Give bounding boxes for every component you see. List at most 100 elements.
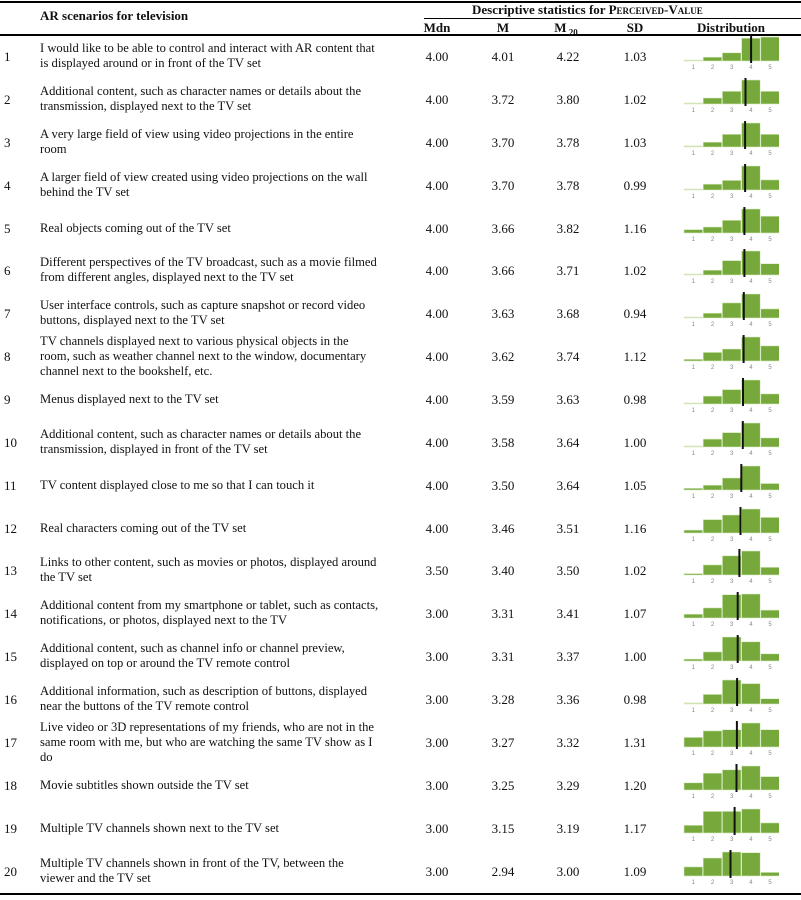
scenario-text: Real characters coming out of the TV set: [40, 520, 247, 535]
row-number: 3: [4, 135, 11, 150]
histogram-tick-label: 4: [749, 837, 753, 843]
histogram-tick-label: 5: [768, 537, 772, 543]
histogram-tick-label: 4: [749, 408, 753, 414]
histogram-bar-3: [722, 514, 742, 534]
histogram-tick-label: 3: [730, 622, 734, 628]
row-number: 4: [4, 178, 11, 193]
mean-marker-line: [739, 507, 742, 535]
histogram-tick-label: 5: [768, 708, 772, 714]
histogram-tick-label: 3: [730, 151, 734, 157]
histogram-tick-label: 1: [692, 794, 696, 800]
stat-m20: 3.63: [556, 392, 580, 407]
col-header-m20-label: M: [554, 20, 567, 35]
histogram-tick-label: 3: [730, 237, 734, 243]
mean-marker-line: [733, 807, 736, 835]
histogram-bar-1: [683, 573, 703, 576]
scenario-text: Menus displayed next to the TV set: [40, 391, 219, 406]
header-bottom-rule: [0, 34, 801, 36]
histogram-tick-label: 4: [749, 322, 753, 328]
histogram-bar-3: [722, 389, 742, 405]
stat-m20: 3.71: [556, 263, 580, 278]
distribution-histogram: 1 2 3 4 5: [683, 507, 779, 543]
histogram-bar-4: [741, 593, 761, 619]
histogram-bar-1: [683, 737, 703, 748]
histogram-tick-label: 5: [768, 279, 772, 285]
histogram-tick-label: 4: [749, 451, 753, 457]
stat-sd: 1.02: [623, 263, 647, 278]
histogram-tick-label: 5: [768, 151, 772, 157]
histogram-tick-label: 5: [768, 880, 772, 886]
stat-mdn: 3.00: [425, 649, 449, 664]
histogram-bar-4: [741, 722, 761, 748]
histogram-tick-label: 5: [768, 65, 772, 71]
histogram-tick-label: 5: [768, 494, 772, 500]
row-number: 13: [4, 563, 17, 578]
histogram-tick-label: 1: [692, 622, 696, 628]
histogram-bar-1: [683, 702, 703, 705]
mean-marker-line: [735, 764, 738, 792]
histogram-bar-4: [741, 765, 761, 791]
histogram-tick-label: 4: [749, 665, 753, 671]
distribution-histogram: 1 2 3 4 5: [683, 121, 779, 157]
histogram-tick-label: 4: [749, 880, 753, 886]
histogram-tick-label: 1: [692, 451, 696, 457]
stat-mdn: 3.50: [425, 563, 449, 578]
stat-m: 3.46: [491, 521, 515, 536]
histogram-tick-label: 3: [730, 451, 734, 457]
histogram-tick-label: 3: [730, 322, 734, 328]
histogram-tick-label: 3: [730, 837, 734, 843]
stat-m20: 3.36: [556, 692, 580, 707]
stat-mdn: 3.00: [425, 821, 449, 836]
stats-group-rule: [424, 18, 801, 19]
scenario-text: Different perspectives of the TV broadca…: [40, 255, 377, 284]
stat-m20: 3.78: [556, 178, 580, 193]
stat-m20: 3.50: [556, 563, 580, 578]
stat-m20: 3.82: [556, 221, 580, 236]
bottom-rule: [0, 893, 801, 895]
histogram-bar-3: [722, 555, 742, 576]
stat-m: 4.01: [491, 49, 515, 64]
histogram-bar-2: [702, 694, 723, 705]
histogram-bar-1: [683, 358, 703, 362]
histogram-tick-label: 2: [711, 880, 715, 886]
mean-marker-line: [741, 421, 744, 449]
histogram-bar-1: [683, 613, 703, 619]
stat-sd: 1.00: [623, 435, 647, 450]
row-number: 7: [4, 306, 11, 321]
histogram-bar-3: [722, 220, 742, 234]
stat-mdn: 3.00: [425, 735, 449, 750]
histogram-tick-label: 1: [692, 108, 696, 114]
stat-mdn: 4.00: [425, 178, 449, 193]
histogram-bar-3: [722, 729, 742, 748]
distribution-histogram: 1 2 3 4 5: [683, 549, 779, 585]
stat-m: 2.94: [491, 864, 515, 879]
stat-m: 3.66: [491, 221, 515, 236]
distribution-histogram: 1 2 3 4 5: [683, 721, 779, 757]
stat-m: 3.70: [491, 178, 515, 193]
histogram-bar-2: [702, 269, 723, 276]
histogram-tick-label: 2: [711, 579, 715, 585]
mean-marker-line: [750, 35, 753, 63]
histogram-bar-4: [741, 122, 761, 148]
distribution-histogram: 1 2 3 4 5: [683, 464, 779, 500]
stat-m: 3.50: [491, 478, 515, 493]
histogram-bar-2: [702, 772, 723, 791]
histogram-bar-2: [702, 352, 723, 362]
histogram-bar-4: [741, 379, 761, 405]
scenario-text: Links to other content, such as movies o…: [40, 555, 377, 584]
histogram-bar-3: [722, 636, 742, 662]
histogram-bar-5: [760, 345, 779, 362]
histogram-tick-label: 3: [730, 880, 734, 886]
stat-sd: 1.16: [623, 521, 647, 536]
scenario-text: A larger field of view created using vid…: [40, 170, 368, 199]
histogram-bar-4: [741, 852, 761, 877]
histogram-tick-label: 5: [768, 194, 772, 200]
histogram-bar-5: [760, 91, 779, 105]
mean-marker-line: [736, 592, 739, 620]
stat-sd: 0.98: [623, 392, 647, 407]
row-number: 12: [4, 521, 17, 536]
histogram-tick-label: 1: [692, 708, 696, 714]
histogram-bar-1: [683, 782, 703, 791]
stat-m20: 4.22: [556, 49, 580, 64]
stat-m20: 3.37: [556, 649, 580, 664]
